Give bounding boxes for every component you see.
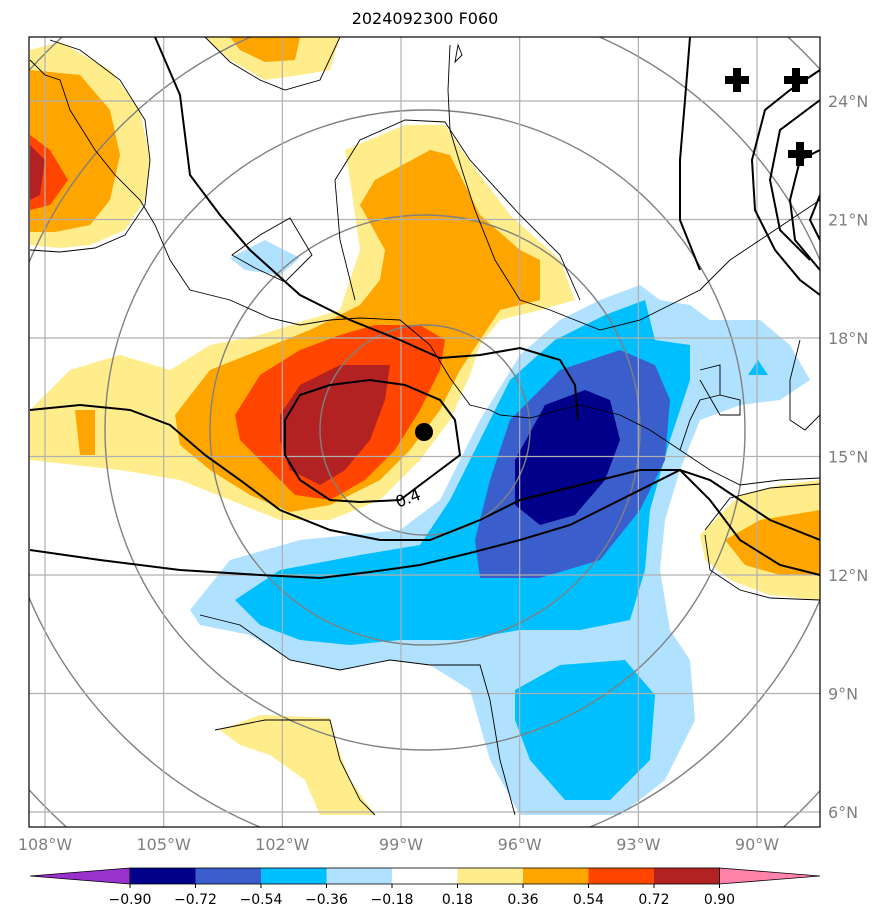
colorbar-label-0: −0.90 <box>109 892 152 908</box>
contour-east-2 <box>750 69 820 296</box>
colorbar-label-6: 0.36 <box>507 892 538 908</box>
contour-east-5 <box>768 99 820 261</box>
lon-tick-label-6: 90°W <box>735 835 779 854</box>
map-title: 2024092300 F060 <box>351 9 499 28</box>
coastline-yucatan <box>699 364 741 416</box>
coastline-central-america <box>789 339 820 431</box>
positive-anomaly-fills <box>30 37 820 815</box>
lat-tick-label-3: 15°N <box>828 448 868 467</box>
colorbar-label-9: 0.90 <box>704 892 735 908</box>
longitude-tick-labels: 108°W 105°W 102°W 99°W 96°W 93°W 90°W <box>18 835 779 854</box>
coastline-mexico-pacific <box>29 59 820 486</box>
colorbar-swatch-8 <box>588 868 655 884</box>
border-guatemala <box>679 394 721 451</box>
coastline-south-outline <box>199 614 516 816</box>
colorbar-swatch-3 <box>261 868 327 884</box>
lat-tick-label-0: 24°N <box>828 92 868 111</box>
coastline-southwest-outline <box>214 719 376 816</box>
colorbar-label-1: −0.72 <box>174 892 217 908</box>
contour-east-1 <box>679 37 701 271</box>
colorbar-swatch-5 <box>392 868 458 884</box>
outline-central-pos <box>334 119 581 301</box>
colorbar-swatch-4 <box>326 868 393 884</box>
colorbar-swatch-2 <box>195 868 262 884</box>
colorbar-label-8: 0.72 <box>638 892 669 908</box>
contour-north-central <box>154 37 579 421</box>
plus-marker-1 <box>725 68 749 92</box>
lon-tick-label-0: 108°W <box>18 835 73 854</box>
fill-pos-036-central <box>75 410 95 455</box>
negative-anomaly-fills <box>190 240 810 815</box>
plus-markers <box>725 68 812 166</box>
range-ring-2 <box>209 214 641 646</box>
fill-pos-018-southwest <box>220 715 375 815</box>
outline-east-pos <box>704 483 820 601</box>
colorbar-extend-high <box>719 867 821 885</box>
lat-tick-label-4: 12°N <box>828 566 868 585</box>
lat-lon-grid <box>29 37 820 827</box>
outline-north-pos <box>204 37 341 91</box>
colorbar-extend-low <box>29 867 131 885</box>
outline-northwest-pos <box>29 39 151 253</box>
colorbar-tick-labels: −0.90 −0.72 −0.54 −0.36 −0.18 0.18 0.36 0.54 0.7… <box>109 884 735 908</box>
lon-tick-label-4: 96°W <box>498 835 542 854</box>
colorbar-swatch-1 <box>130 868 196 884</box>
lon-tick-label-5: 93°W <box>616 835 660 854</box>
outline-neg-northwest <box>231 217 313 283</box>
colorbar-label-2: −0.54 <box>240 892 283 908</box>
lon-tick-label-1: 105°W <box>136 835 191 854</box>
contour-east-4 <box>808 194 820 241</box>
contour-central-loop <box>284 378 462 504</box>
range-ring-3 <box>104 109 746 751</box>
plus-marker-2 <box>784 68 808 92</box>
colorbar <box>29 867 821 885</box>
range-ring-1 <box>319 324 531 536</box>
colorbar-frame <box>129 867 720 885</box>
lat-tick-label-1: 21°N <box>828 211 868 230</box>
map-frame <box>28 36 821 828</box>
colorbar-label-5: 0.18 <box>442 892 473 908</box>
plus-marker-3 <box>788 142 812 166</box>
contour-equatorial-upper <box>29 403 820 541</box>
fill-pos-072-northwest <box>30 145 45 200</box>
lat-tick-label-2: 18°N <box>828 329 868 348</box>
fill-neg-036-south <box>515 660 655 800</box>
latitude-tick-labels: 24°N 21°N 18°N 15°N 12°N 9°N 6°N <box>828 92 868 822</box>
lon-tick-label-3: 99°W <box>379 835 423 854</box>
fill-neg-036-small <box>748 360 768 375</box>
coastline-gulf <box>447 44 820 331</box>
colorbar-swatch-9 <box>654 868 720 884</box>
colorbar-swatch-7 <box>523 868 589 884</box>
fill-neg-072-main <box>515 390 620 525</box>
colorbar-label-4: −0.18 <box>371 892 414 908</box>
lat-tick-label-5: 9°N <box>828 685 858 704</box>
colorbar-label-3: −0.36 <box>305 892 348 908</box>
fill-pos-072-central <box>280 365 390 485</box>
island-north <box>454 43 463 64</box>
coastlines <box>29 37 820 816</box>
colorbar-label-7: 0.54 <box>573 892 604 908</box>
storm-center-marker <box>415 423 433 441</box>
contour-equatorial-lower <box>29 468 820 580</box>
colorbar-swatch-6 <box>457 868 524 884</box>
lon-tick-label-2: 102°W <box>255 835 310 854</box>
fill-pos-036-east <box>725 510 820 575</box>
lat-tick-label-6: 6°N <box>828 803 858 822</box>
